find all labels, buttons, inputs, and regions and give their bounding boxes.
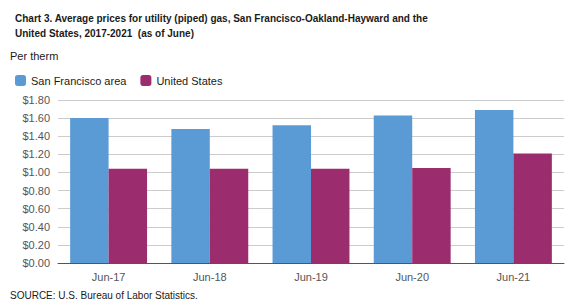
svg-text:$0.60: $0.60	[22, 203, 50, 215]
svg-text:$0.80: $0.80	[22, 185, 50, 197]
svg-text:$1.00: $1.00	[22, 166, 50, 178]
svg-text:$1.40: $1.40	[22, 130, 50, 142]
svg-text:Chart 3. Average prices for ut: Chart 3. Average prices for utility (pip…	[15, 13, 428, 24]
svg-text:$0.40: $0.40	[22, 221, 50, 233]
svg-text:Jun-19: Jun-19	[294, 271, 328, 283]
svg-text:Jun-18: Jun-18	[193, 271, 227, 283]
svg-text:Jun-17: Jun-17	[92, 271, 126, 283]
svg-text:SOURCE: U.S. Bureau of Labor S: SOURCE: U.S. Bureau of Labor Statistics.	[10, 290, 198, 301]
svg-text:United States: United States	[156, 75, 223, 87]
svg-text:$1.60: $1.60	[22, 112, 50, 124]
svg-text:United States, 2017-2021 (as: United States, 2017-2021 (as of June)	[15, 28, 194, 39]
svg-text:San Francisco area: San Francisco area	[31, 75, 127, 87]
svg-text:$0.20: $0.20	[22, 239, 50, 251]
svg-text:Jun-21: Jun-21	[497, 271, 531, 283]
svg-text:$0.00: $0.00	[22, 257, 50, 269]
svg-text:Per therm: Per therm	[10, 50, 58, 62]
svg-text:$1.80: $1.80	[22, 94, 50, 106]
svg-text:$1.20: $1.20	[22, 148, 50, 160]
svg-text:Jun-20: Jun-20	[395, 271, 429, 283]
